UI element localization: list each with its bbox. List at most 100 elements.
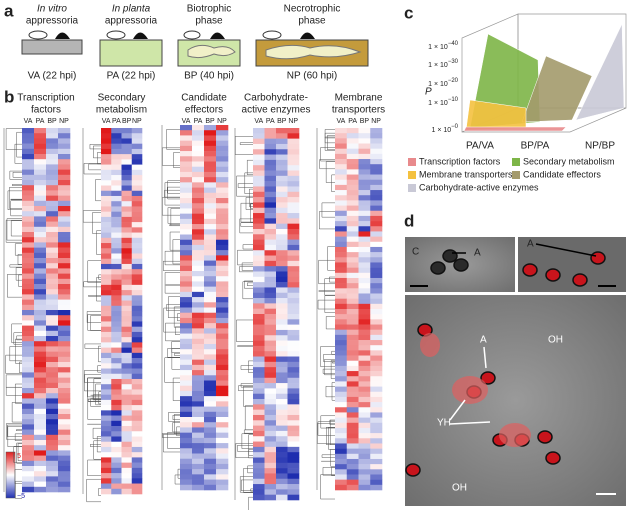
heatmap-cell — [370, 298, 383, 305]
heatmap-cell — [287, 170, 300, 177]
heatmap-cell — [276, 494, 288, 501]
heatmap-cell — [287, 218, 300, 224]
heatmap-cell — [22, 466, 35, 472]
heatmap-cell — [346, 427, 359, 434]
heatmap-cell — [358, 298, 371, 305]
legend-label: Membrane transporters — [419, 169, 513, 179]
heatmap-cell — [46, 486, 59, 493]
heatmap-cell — [111, 154, 122, 160]
appressorium — [133, 32, 148, 39]
heatmap-cell — [253, 175, 265, 182]
heatmap-cell — [264, 314, 277, 320]
substrate — [21, 39, 83, 55]
heatmap-cell — [111, 237, 122, 244]
heatmap-cell — [346, 190, 359, 196]
heatmap-cell — [346, 453, 359, 460]
panel-label: a — [4, 1, 14, 20]
heatmap-cell — [370, 407, 383, 413]
heatmap-cell — [358, 138, 371, 144]
dendrogram-branch — [5, 374, 22, 388]
heatmap-cell — [34, 221, 47, 228]
heatmap-cell — [346, 396, 359, 403]
heatmap-cell — [370, 474, 383, 480]
heatmap-cell — [253, 133, 265, 139]
heatmap-cell — [22, 315, 35, 321]
heatmap-cell — [131, 133, 143, 139]
heatmap-cell — [192, 255, 205, 261]
column-label: NP — [371, 118, 381, 125]
heatmap-cell — [358, 402, 371, 408]
heatmap-cell — [335, 205, 348, 212]
heatmap-cell — [58, 455, 71, 462]
dendrogram-branch — [235, 443, 253, 459]
axis-title: P — [425, 87, 432, 98]
heatmap-cell — [58, 263, 71, 269]
heatmap-cell — [287, 250, 300, 256]
heatmap-cell — [287, 335, 300, 341]
heatmap-cell — [111, 206, 122, 212]
dendrogram-branch — [162, 147, 180, 166]
heatmap-cell — [46, 180, 59, 186]
dendrogram-branch — [167, 348, 180, 358]
heatmap-cell — [22, 200, 35, 207]
heatmap-cell — [358, 303, 371, 310]
heatmap-cell — [180, 359, 193, 366]
heatmap-cell — [58, 414, 71, 420]
heatmap-cell — [287, 356, 300, 363]
heatmap-cell — [58, 424, 71, 430]
heatmap-cell — [346, 153, 359, 160]
heatmap-cell — [358, 164, 371, 170]
heatmap-cell — [216, 453, 229, 460]
heatmap-cell — [204, 422, 217, 428]
panel-label: c — [404, 3, 413, 22]
heatmap-cell — [264, 250, 277, 256]
heatmap-cell — [46, 252, 59, 259]
heatmap-cell — [34, 471, 47, 477]
dendrogram-branch — [321, 202, 335, 218]
heatmap-cell — [204, 443, 217, 449]
heatmap-cell — [370, 469, 383, 475]
heatmap-cell — [192, 208, 205, 214]
heatmap-cell — [335, 252, 348, 258]
heatmap-cell — [101, 446, 112, 453]
heatmap-cell — [121, 389, 133, 395]
heatmap-cell — [370, 371, 383, 377]
heatmap-cell — [180, 333, 193, 340]
heatmap-cell — [101, 190, 112, 197]
dendrogram-branch — [11, 402, 22, 423]
dendrogram-branch — [172, 414, 180, 420]
cell-blob — [442, 249, 458, 263]
heatmap-cell — [276, 372, 288, 379]
dendrogram-branch — [162, 197, 180, 216]
heatmap-cell — [253, 260, 265, 267]
heatmap-cell — [335, 164, 348, 170]
heatmap-cell — [253, 239, 265, 246]
heatmap-cell — [34, 336, 47, 342]
heatmap-cell — [216, 145, 229, 152]
heatmap-cell — [276, 287, 288, 294]
heatmap-cell — [34, 185, 47, 191]
heatmap-cell — [346, 267, 359, 274]
dendrogram-branch — [248, 434, 253, 459]
heatmap-cell — [192, 390, 205, 397]
dendrogram-branch — [98, 391, 101, 405]
dendrogram-branch — [248, 449, 253, 456]
heatmap-cell — [253, 207, 265, 214]
heatmap-cell — [276, 165, 288, 171]
dendrogram-branch — [323, 354, 335, 362]
heatmap-cell — [192, 411, 205, 418]
heatmap-cell — [287, 165, 300, 171]
heatmap-cell — [204, 297, 217, 303]
dendrogram-branch — [237, 183, 253, 188]
heatmap-cell — [204, 463, 217, 470]
heatmap-cell — [46, 403, 59, 410]
heatmap-cell — [216, 338, 229, 345]
heatmap-cell — [131, 248, 143, 254]
heatmap-cell — [180, 213, 193, 220]
dendrogram-branch — [17, 254, 22, 265]
spore — [28, 30, 48, 40]
heatmap-cell — [335, 283, 348, 289]
heatmap-cell — [216, 422, 229, 428]
heatmap-cell — [22, 336, 35, 342]
heatmap-cell — [180, 437, 193, 444]
